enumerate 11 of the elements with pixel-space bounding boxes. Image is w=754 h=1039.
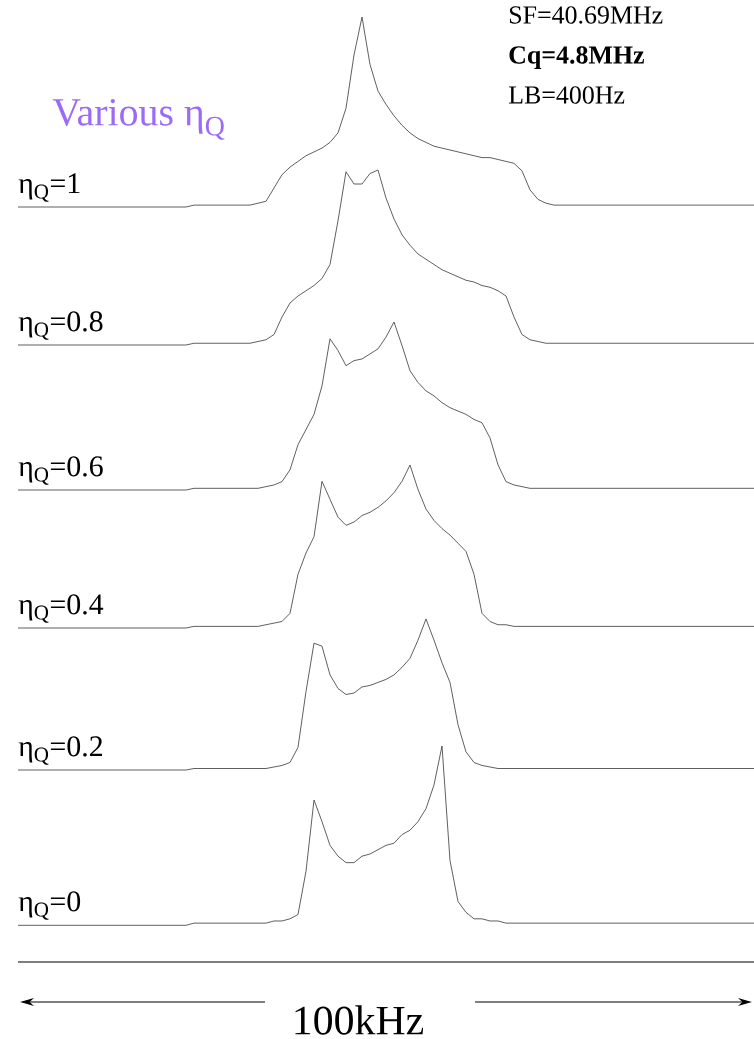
series-label: η$_{Q}$=0.8 bbox=[18, 311, 103, 340]
annotation: LB=400Hz bbox=[508, 86, 625, 104]
annotation: Cq=4.8MHz bbox=[509, 46, 644, 69]
series-label: η$_{Q}$=0.6 bbox=[18, 456, 103, 485]
series-label: η$_{Q}$=0 bbox=[18, 891, 81, 920]
series-label: η$_{Q}$=0.2 bbox=[18, 736, 103, 765]
text: 100kHz bbox=[295, 1005, 424, 1035]
series-label: η$_{Q}$=1 bbox=[18, 173, 80, 202]
annotation: SF=40.69MHz bbox=[509, 6, 663, 24]
text: Various η$_{Q}$ bbox=[52, 98, 225, 140]
series-label: η$_{Q}$=0.4 bbox=[18, 594, 104, 623]
